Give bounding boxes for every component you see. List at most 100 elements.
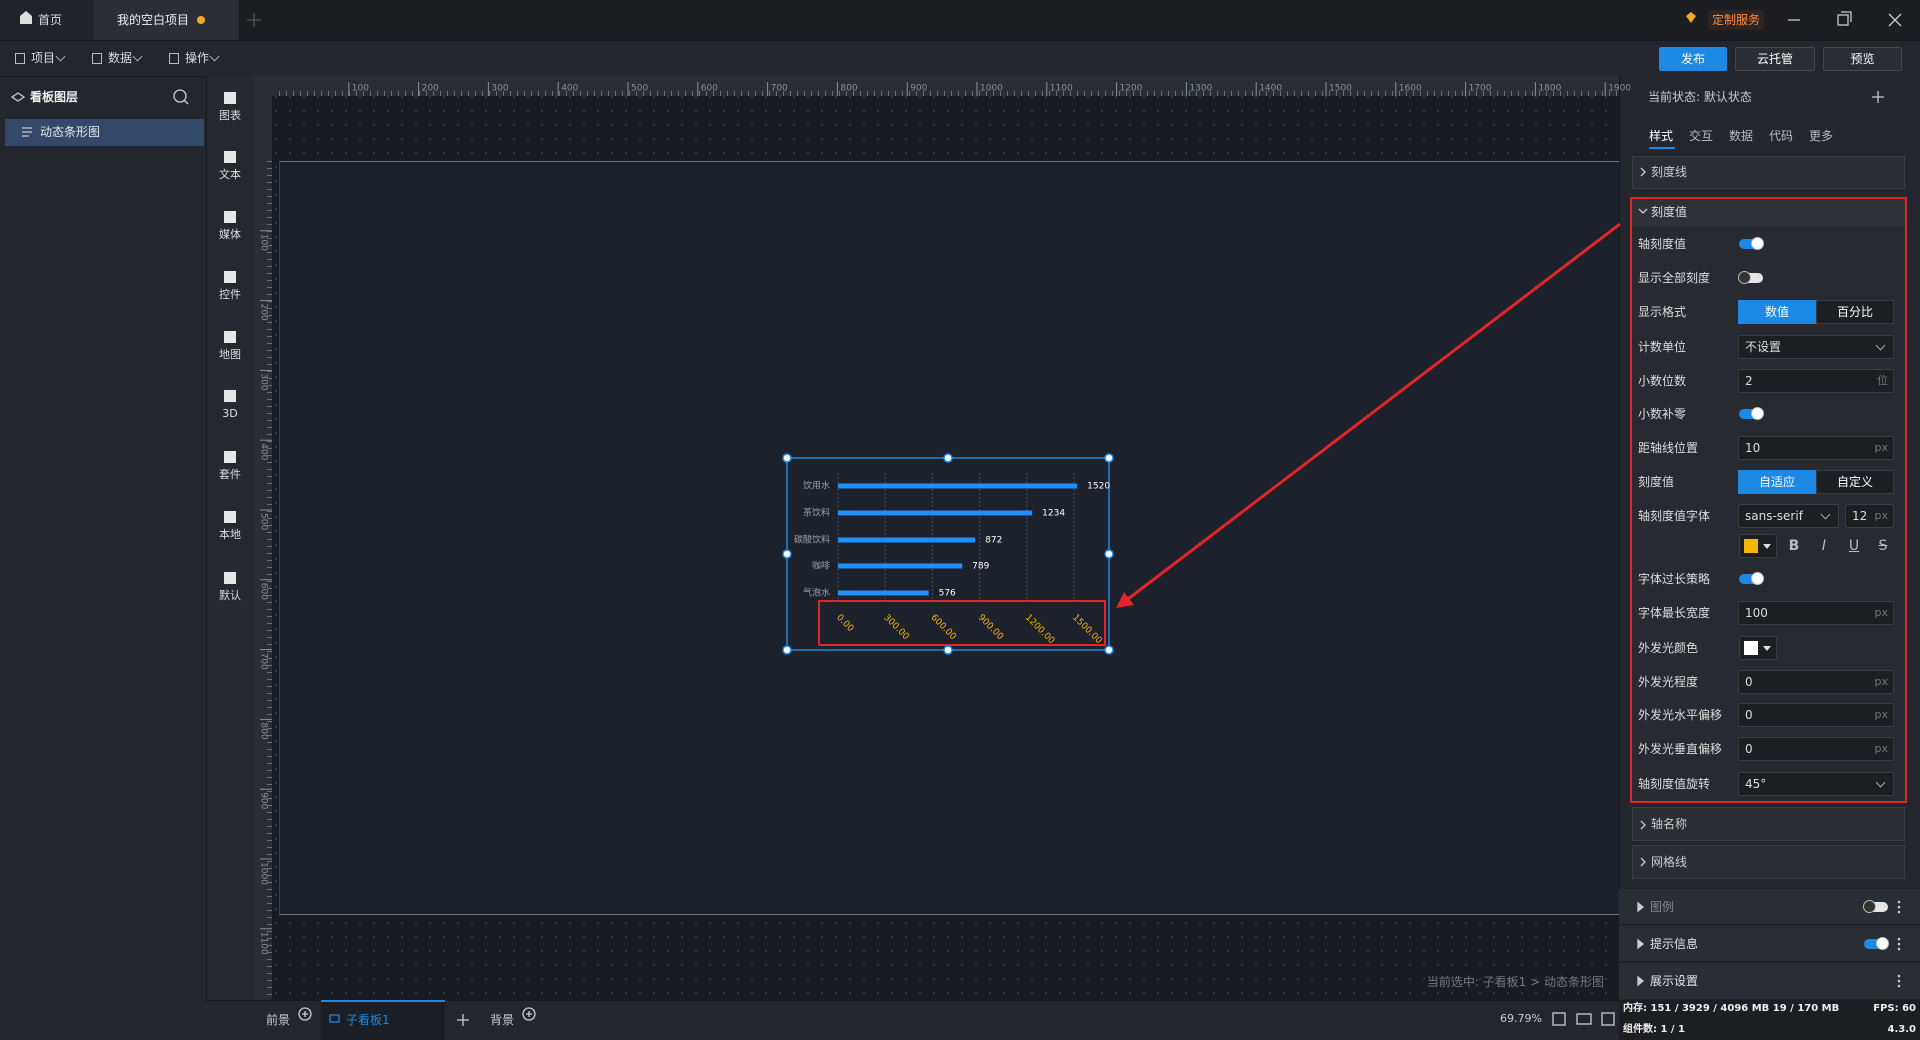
- bottom-active-tab[interactable]: [321, 1000, 445, 1040]
- status-footer: [1619, 1000, 1920, 1040]
- component-item[interactable]: 图表: [219, 109, 241, 122]
- section-title[interactable]: 刻度值: [1651, 205, 1688, 219]
- home-tab[interactable]: [0, 0, 94, 40]
- input[interactable]: [1738, 737, 1894, 761]
- input[interactable]: [1738, 670, 1894, 694]
- highlight-box: [1630, 197, 1907, 803]
- segment-option[interactable]: 数值: [1738, 300, 1816, 324]
- select[interactable]: [1738, 772, 1894, 796]
- input-value: 2: [1745, 374, 1753, 388]
- input-unit: px: [1874, 441, 1889, 454]
- component-item[interactable]: 地图: [219, 348, 241, 361]
- field-label: 计数单位: [1638, 340, 1687, 354]
- component-item[interactable]: 控件: [219, 288, 241, 301]
- tab-label[interactable]: 我的空白项目: [117, 13, 190, 27]
- bottom-tab[interactable]: 子看板1: [346, 1013, 390, 1027]
- menu[interactable]: 项目: [31, 48, 73, 68]
- component-item[interactable]: 默认: [219, 589, 241, 602]
- toolbar-button[interactable]: 预览: [1823, 47, 1902, 71]
- field-label: 显示格式: [1638, 305, 1687, 319]
- select-value: sans-serif: [1745, 509, 1803, 523]
- toolbar: [0, 40, 1920, 76]
- status-memory: 内存: 151 / 3929 / 4096 MB 19 / 170 MB: [1623, 1003, 1840, 1014]
- input[interactable]: [1738, 436, 1894, 460]
- title-bar: [0, 0, 1920, 40]
- status-version: 4.3.0: [1887, 1024, 1916, 1035]
- project-tab[interactable]: [94, 0, 239, 40]
- inspector-tab[interactable]: 样式: [1649, 129, 1674, 143]
- bottom-tab[interactable]: 前景: [266, 1013, 291, 1027]
- field-label: 字体过长策略: [1638, 572, 1711, 586]
- input-unit: px: [1874, 708, 1889, 721]
- toolbar-button[interactable]: 发布: [1659, 47, 1727, 71]
- text-style[interactable]: U: [1848, 538, 1860, 554]
- component-bar: [206, 76, 255, 1040]
- input[interactable]: [1738, 369, 1894, 393]
- input-value: 0: [1745, 742, 1753, 756]
- section-box[interactable]: [1632, 807, 1905, 841]
- current-state: 当前状态: 默认状态: [1648, 90, 1752, 104]
- menu[interactable]: 操作: [185, 48, 227, 68]
- input-value: 0: [1745, 675, 1753, 689]
- component-item[interactable]: 套件: [219, 468, 241, 481]
- section-title[interactable]: 网格线: [1651, 855, 1688, 869]
- inspector-tab[interactable]: 代码: [1769, 129, 1794, 143]
- segment-option[interactable]: 自定义: [1816, 470, 1894, 494]
- inspector-tab[interactable]: 数据: [1729, 129, 1754, 143]
- input-unit: px: [1874, 509, 1889, 522]
- menu-icon: [169, 53, 179, 64]
- open-section-head[interactable]: [1632, 199, 1905, 226]
- input-value: 12: [1852, 509, 1868, 523]
- segment-option[interactable]: 百分比: [1816, 300, 1894, 324]
- toolbar-button[interactable]: 云托管: [1735, 47, 1815, 71]
- inspector-tab[interactable]: 更多: [1809, 129, 1834, 143]
- selection-path: 当前选中: 子看板1 > 动态条形图: [1426, 975, 1604, 989]
- component-item[interactable]: 文本: [219, 168, 241, 181]
- section-title[interactable]: 刻度线: [1651, 165, 1688, 179]
- field-label: 小数补零: [1638, 407, 1687, 421]
- input-unit: 位: [1877, 374, 1888, 387]
- field-label: 轴刻度值: [1638, 237, 1687, 251]
- group-title[interactable]: 提示信息: [1650, 937, 1699, 951]
- component-item[interactable]: 本地: [219, 528, 241, 541]
- inspector-tab[interactable]: 交互: [1689, 129, 1714, 143]
- layer-selected[interactable]: [5, 119, 204, 146]
- color-swatch: [1744, 539, 1758, 553]
- select[interactable]: [1738, 335, 1894, 359]
- text-style[interactable]: B: [1788, 538, 1800, 554]
- service-button[interactable]: 定制服务: [1708, 10, 1765, 30]
- section-title[interactable]: 轴名称: [1651, 817, 1688, 831]
- component-item[interactable]: 媒体: [219, 228, 241, 241]
- zoom-level[interactable]: 69.79%: [1500, 1012, 1542, 1025]
- group-title[interactable]: 展示设置: [1650, 974, 1699, 988]
- select[interactable]: [1738, 504, 1839, 528]
- tab-label[interactable]: 首页: [38, 13, 63, 27]
- toggle-knob: [1876, 937, 1889, 950]
- layer-item[interactable]: 动态条形图: [40, 125, 101, 139]
- group-row[interactable]: [1619, 963, 1920, 999]
- board: [279, 161, 1619, 915]
- menu[interactable]: 数据: [108, 48, 150, 68]
- toggle[interactable]: [1739, 273, 1763, 283]
- status-fps: FPS: 60: [1873, 1003, 1916, 1014]
- component-item[interactable]: 3D: [222, 407, 238, 420]
- menu-icon: [92, 53, 102, 64]
- section-box[interactable]: [1632, 156, 1905, 189]
- color-caret: [1763, 544, 1771, 549]
- text-style[interactable]: I: [1821, 538, 1827, 554]
- input[interactable]: [1845, 504, 1894, 528]
- bottom-tab[interactable]: 背景: [490, 1013, 515, 1027]
- ruler-top: [255, 76, 1619, 96]
- field-label: 刻度值: [1638, 475, 1675, 489]
- text-style[interactable]: S: [1878, 538, 1888, 554]
- input[interactable]: [1738, 601, 1894, 625]
- section-box[interactable]: [1632, 845, 1905, 879]
- field-label: 字体最长宽度: [1638, 606, 1711, 620]
- select-value: 不设置: [1745, 340, 1782, 354]
- segment-option[interactable]: 自适应: [1738, 470, 1816, 494]
- group-title[interactable]: 图例: [1650, 900, 1675, 914]
- toggle[interactable]: [1864, 902, 1888, 912]
- input[interactable]: [1738, 703, 1894, 727]
- field-label: 轴刻度值字体: [1638, 509, 1711, 523]
- toggle-knob: [1738, 271, 1751, 284]
